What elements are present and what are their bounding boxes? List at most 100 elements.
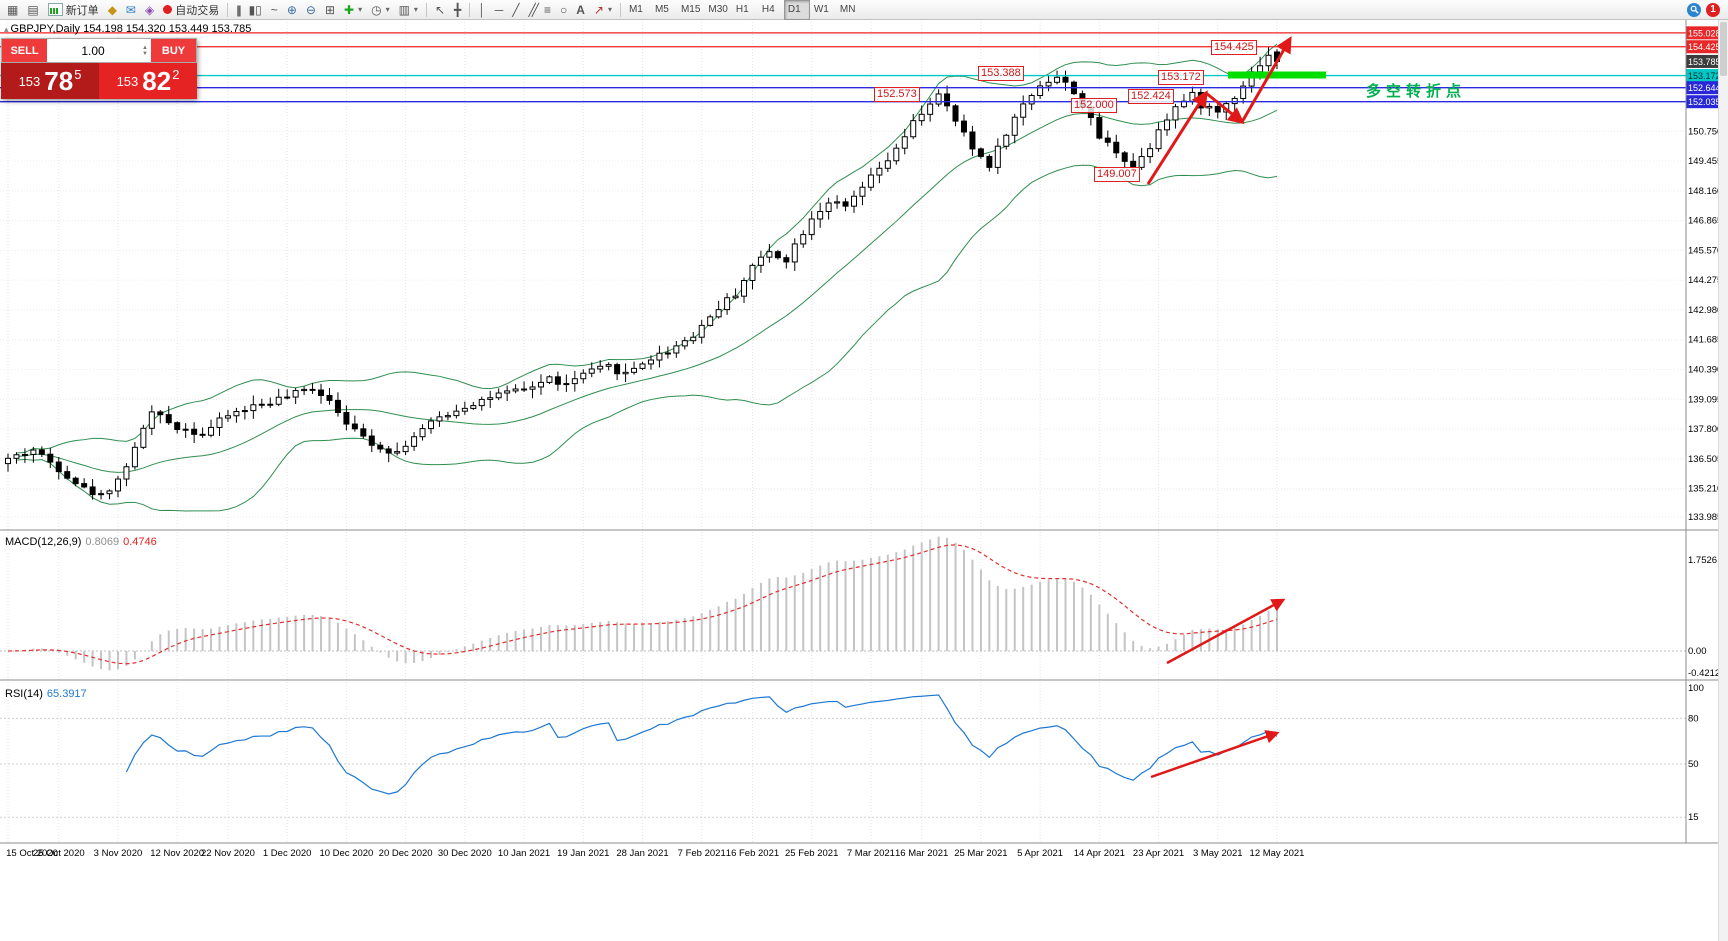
scrollbar-thumb[interactable] bbox=[1720, 22, 1727, 76]
svg-text:153.785: 153.785 bbox=[1688, 57, 1721, 67]
sell-price-pip: 5 bbox=[74, 66, 82, 82]
periods-button[interactable]: ◷ ▾ bbox=[371, 2, 390, 17]
shapes-icon[interactable]: ○ bbox=[559, 2, 568, 17]
svg-text:137.800: 137.800 bbox=[1688, 424, 1722, 435]
fibonacci-icon[interactable]: ≡ bbox=[543, 2, 551, 17]
timeframe-m5[interactable]: M5 bbox=[654, 4, 669, 15]
auto-trading-button[interactable]: 自动交易 bbox=[159, 1, 223, 19]
crosshair-icon[interactable]: ╋ bbox=[454, 2, 462, 17]
vertical-line-icon[interactable]: │ bbox=[478, 2, 486, 17]
timeframe-m1[interactable]: M1 bbox=[628, 4, 643, 15]
svg-text:14 Apr 2021: 14 Apr 2021 bbox=[1074, 848, 1125, 859]
sell-price-main: 78 bbox=[44, 65, 74, 96]
toolbar-divider bbox=[619, 2, 621, 17]
svg-text:149.455: 149.455 bbox=[1688, 156, 1722, 167]
toolbar-divider bbox=[227, 2, 229, 17]
chart-canvas[interactable]: 150.750 149.455 148.160 146.865 145.570 144.2… bbox=[0, 20, 1728, 941]
cursor-icon[interactable]: ↖ bbox=[434, 2, 445, 17]
svg-text:16 Mar 2021: 16 Mar 2021 bbox=[895, 848, 948, 859]
trendline-icon[interactable]: ╱ bbox=[512, 2, 520, 17]
price-annotation: 149.007 bbox=[1094, 167, 1140, 182]
one-click-trading-panel: SELL 1.00 ▲ ▼ BUY 153 78 5 153 82 2 bbox=[1, 38, 197, 99]
svg-text:-0.4212: -0.4212 bbox=[1688, 668, 1720, 679]
volume-stepper[interactable]: ▲ ▼ bbox=[139, 45, 151, 57]
svg-text:144.275: 144.275 bbox=[1688, 275, 1722, 286]
price-annotation: 152.573 bbox=[874, 87, 920, 102]
macd-indicator-label: MACD(12,26,9) 0.8069 0.4746 bbox=[5, 536, 157, 548]
buy-price-int: 153 bbox=[116, 73, 139, 89]
zoom-out-icon[interactable]: ⊖ bbox=[305, 2, 316, 17]
candlestick-chart-icon[interactable]: ▮▯ bbox=[248, 2, 262, 17]
toolbar-divider bbox=[469, 2, 471, 17]
notification-badge[interactable]: 1 bbox=[1706, 2, 1720, 17]
toolbar-divider bbox=[425, 2, 427, 17]
svg-text:1.7526: 1.7526 bbox=[1688, 555, 1717, 566]
svg-text:50: 50 bbox=[1688, 759, 1699, 770]
market-watch-icon[interactable]: ▤ bbox=[27, 2, 39, 17]
new-order-button[interactable]: 新订单 bbox=[44, 1, 103, 19]
templates-button[interactable]: ▥ ▾ bbox=[398, 2, 418, 17]
arrows-tool-icon[interactable]: ↗ ▾ bbox=[593, 2, 612, 17]
svg-text:139.095: 139.095 bbox=[1688, 394, 1722, 405]
svg-text:153.172: 153.172 bbox=[1688, 71, 1721, 81]
zoom-in-icon[interactable]: ⊕ bbox=[286, 2, 297, 17]
channel-icon[interactable]: ╱╱ bbox=[528, 2, 539, 17]
timeframe-h1[interactable]: H1 bbox=[735, 4, 749, 15]
timeframe-m30[interactable]: M30 bbox=[708, 4, 728, 15]
charts-grid-icon[interactable]: ▦ bbox=[7, 2, 19, 17]
timeframe-h4[interactable]: H4 bbox=[761, 4, 775, 15]
mail-icon[interactable]: ✉ bbox=[125, 2, 136, 17]
svg-text:7 Feb 2021: 7 Feb 2021 bbox=[678, 848, 726, 859]
svg-text:155.028: 155.028 bbox=[1688, 28, 1721, 38]
turning-point-note: 多空转折点 bbox=[1366, 83, 1467, 100]
macd-name: MACD(12,26,9) bbox=[5, 536, 82, 548]
svg-text:135.210: 135.210 bbox=[1688, 484, 1722, 495]
svg-text:25 Feb 2021: 25 Feb 2021 bbox=[785, 848, 838, 859]
svg-text:15 Oct 2020: 15 Oct 2020 bbox=[6, 848, 58, 859]
search-icon[interactable] bbox=[1687, 2, 1701, 17]
timeframe-w1[interactable]: W1 bbox=[813, 4, 829, 15]
svg-text:5 Apr 2021: 5 Apr 2021 bbox=[1017, 848, 1063, 859]
svg-text:20 Dec 2020: 20 Dec 2020 bbox=[379, 848, 433, 859]
svg-text:133.985: 133.985 bbox=[1688, 512, 1722, 523]
community-icon[interactable]: ◈ bbox=[144, 2, 155, 17]
buy-button[interactable]: BUY bbox=[151, 39, 196, 62]
svg-text:23 Apr 2021: 23 Apr 2021 bbox=[1133, 848, 1184, 859]
timeframe-m15[interactable]: M15 bbox=[680, 4, 701, 15]
svg-text:0.00: 0.00 bbox=[1688, 646, 1707, 657]
sell-price-int: 153 bbox=[18, 73, 41, 89]
chart-title: ▴ GBPJPY,Daily 154.198 154.320 153.449 15… bbox=[4, 23, 251, 35]
svg-text:150.750: 150.750 bbox=[1688, 126, 1722, 137]
svg-text:10 Jan 2021: 10 Jan 2021 bbox=[498, 848, 550, 859]
price-scale[interactable]: 150.750 149.455 148.160 146.865 145.570 144.2… bbox=[1686, 26, 1723, 823]
deposit-icon[interactable]: ◆ bbox=[107, 2, 117, 17]
buy-price[interactable]: 153 82 2 bbox=[99, 63, 197, 99]
svg-text:7 Mar 2021: 7 Mar 2021 bbox=[847, 848, 895, 859]
svg-text:10 Dec 2020: 10 Dec 2020 bbox=[319, 848, 373, 859]
volume-value[interactable]: 1.00 bbox=[81, 43, 105, 58]
sell-button[interactable]: SELL bbox=[2, 39, 47, 62]
indicators-button[interactable]: ✚ ▾ bbox=[344, 2, 363, 17]
volume-up-icon[interactable]: ▲ bbox=[142, 44, 148, 51]
volume-field[interactable]: 1.00 ▲ ▼ bbox=[47, 39, 151, 62]
chart-symbol-icon: ▴ bbox=[4, 24, 9, 34]
svg-text:19 Jan 2021: 19 Jan 2021 bbox=[557, 848, 609, 859]
volume-down-icon[interactable]: ▼ bbox=[142, 50, 148, 57]
bar-chart-icon[interactable]: ||| bbox=[236, 2, 242, 17]
chart-ohlc-label: 154.198 154.320 153.449 153.785 bbox=[83, 23, 252, 35]
auto-trading-status-icon bbox=[163, 5, 173, 14]
sell-price[interactable]: 153 78 5 bbox=[1, 63, 99, 99]
svg-text:100: 100 bbox=[1688, 683, 1704, 694]
macd-value-signal: 0.4746 bbox=[123, 536, 157, 548]
tile-windows-icon[interactable]: ⊞ bbox=[324, 2, 335, 17]
text-tool-icon[interactable]: A bbox=[576, 2, 585, 17]
vertical-scrollbar[interactable] bbox=[1718, 20, 1728, 941]
svg-text:16 Feb 2021: 16 Feb 2021 bbox=[726, 848, 779, 859]
timeframe-mn[interactable]: MN bbox=[839, 4, 856, 15]
timeframe-d1[interactable]: D1 bbox=[783, 0, 810, 20]
price-annotation: 152.424 bbox=[1128, 89, 1174, 104]
line-chart-icon[interactable]: ~ bbox=[270, 2, 278, 17]
svg-text:28 Jan 2021: 28 Jan 2021 bbox=[616, 848, 668, 859]
horizontal-line-icon[interactable]: ─ bbox=[494, 2, 504, 17]
